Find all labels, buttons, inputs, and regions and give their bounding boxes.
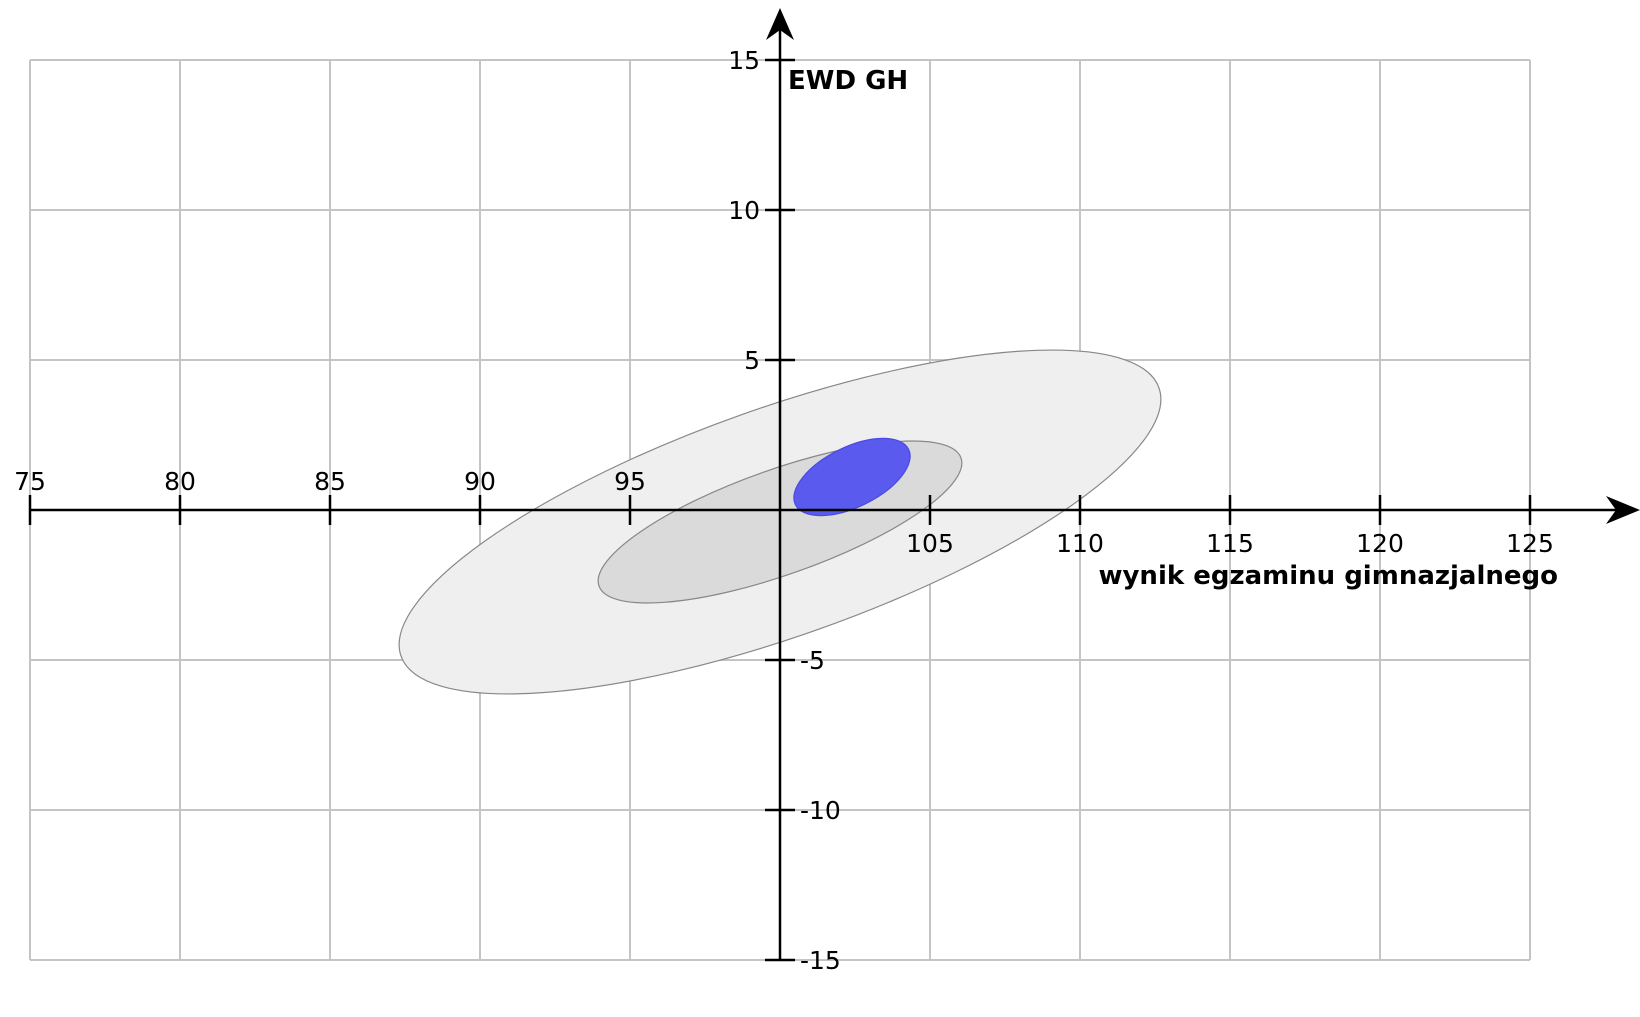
- x-tick-label: 110: [1056, 529, 1104, 558]
- x-tick-label: 120: [1356, 529, 1404, 558]
- x-axis-title: wynik egzaminu gimnazjalnego: [1098, 561, 1558, 591]
- y-tick-label: -15: [800, 946, 841, 975]
- x-tick-label: 80: [164, 467, 196, 496]
- x-axis-arrow-icon: [1606, 496, 1640, 524]
- y-tick-label: 5: [744, 346, 760, 375]
- y-tick-label: 15: [728, 46, 760, 75]
- y-axis-arrow-icon: [766, 8, 794, 40]
- x-tick-label: 95: [614, 467, 646, 496]
- x-tick-label: 105: [906, 529, 954, 558]
- x-tick-label: 75: [14, 467, 46, 496]
- y-tick-label: -10: [800, 796, 841, 825]
- axes: [30, 8, 1640, 960]
- x-tick-label: 115: [1206, 529, 1254, 558]
- y-tick-label: -5: [800, 646, 825, 675]
- x-tick-label: 90: [464, 467, 496, 496]
- ellipse-inner: [793, 437, 911, 517]
- x-tick-label: 85: [314, 467, 346, 496]
- y-axis-title: EWD GH: [788, 66, 908, 96]
- x-tick-label: 125: [1506, 529, 1554, 558]
- y-tick-label: 10: [728, 196, 760, 225]
